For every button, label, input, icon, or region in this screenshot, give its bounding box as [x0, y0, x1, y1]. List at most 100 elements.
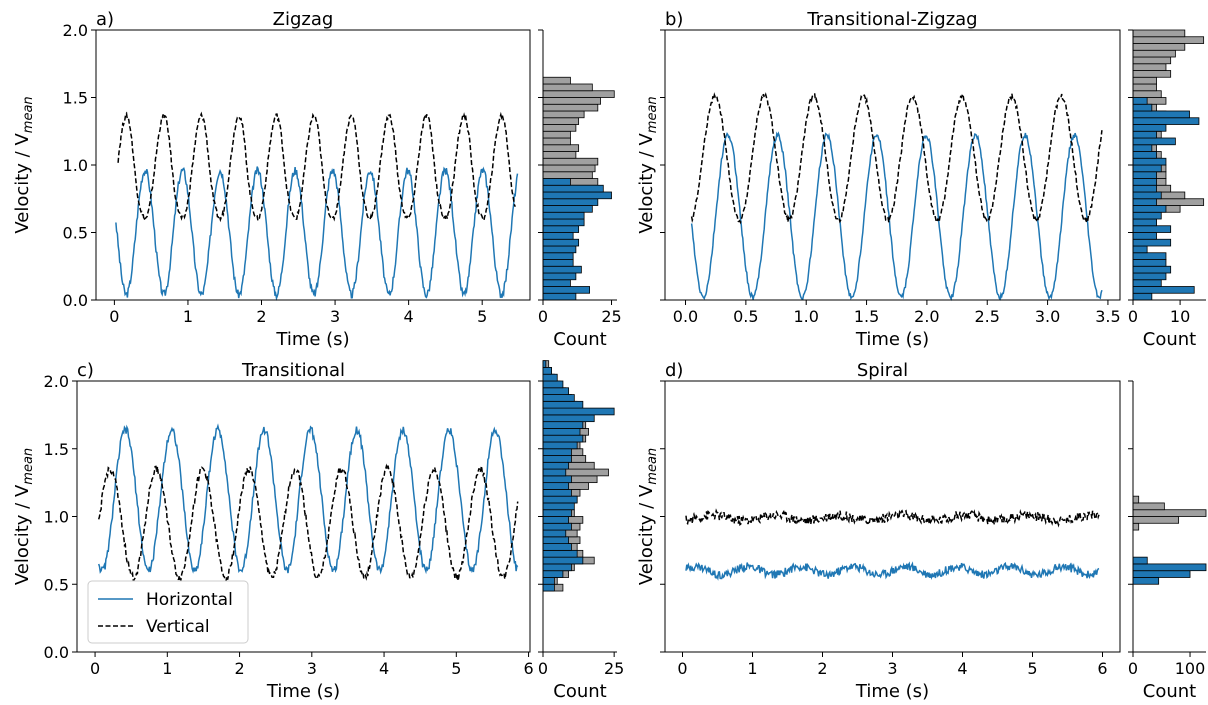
hist-bar-vertical — [1132, 36, 1205, 44]
hist-bar-horizontal — [1132, 218, 1157, 227]
hist-bar-vertical — [542, 90, 615, 98]
hist-x-axis-label: Count — [553, 329, 606, 350]
x-tick-label: 3.5 — [1095, 307, 1120, 326]
y-axis-label: Velocity / Vmean — [12, 448, 36, 585]
hist-bar-horizontal — [1132, 151, 1157, 159]
hist-bar-vertical — [542, 83, 593, 92]
hist-bar-horizontal — [542, 468, 567, 477]
x-tick-label: 3.0 — [1035, 307, 1060, 326]
y-tick-label: 0.0 — [63, 291, 88, 310]
hist-bar-horizontal — [542, 461, 570, 470]
hist-bar-horizontal — [542, 441, 578, 450]
hist-bar-horizontal — [542, 387, 570, 395]
hist-bar-horizontal — [542, 238, 580, 247]
y-axis-label: Velocity / Vmean — [12, 96, 36, 233]
hist-bar-horizontal — [542, 380, 564, 389]
hist-bar-horizontal — [542, 360, 547, 368]
x-tick-label: 4 — [957, 659, 967, 678]
series-line-vertical — [97, 463, 519, 583]
series-line-vertical — [690, 92, 1103, 225]
hist-bar-horizontal — [542, 198, 599, 206]
histogram: 0 100 Count — [1128, 380, 1207, 702]
x-axis-label: Time (s) — [855, 329, 929, 350]
hist-bar-horizontal — [1132, 570, 1191, 578]
hist-bar-horizontal — [1132, 97, 1148, 105]
hist-bar-vertical — [542, 164, 596, 173]
hist-bar-horizontal — [1132, 110, 1190, 119]
hist-bar-horizontal — [542, 495, 578, 504]
hist-bar-vertical — [1132, 76, 1157, 85]
hist-bar-horizontal — [542, 218, 585, 227]
hist-bar-vertical — [1132, 70, 1172, 78]
hist-bar-horizontal — [542, 191, 612, 200]
hist-bar-horizontal — [1132, 272, 1167, 281]
hist-bar-vertical — [1132, 49, 1176, 58]
histogram: 0 25 Count — [538, 29, 622, 350]
hist-bar-horizontal — [542, 448, 572, 456]
hist-bar-horizontal — [1132, 137, 1176, 146]
hist-bar-horizontal — [542, 367, 552, 375]
legend-label-vertical: Vertical — [146, 617, 210, 637]
x-tick-label: 0 — [90, 659, 100, 678]
x-tick-label: 5 — [451, 659, 461, 678]
x-axis-label: Time (s) — [855, 681, 929, 702]
series-line-horizontal — [690, 131, 1103, 302]
histogram: 0 25 Count — [538, 360, 624, 702]
hist-bar-horizontal — [542, 529, 567, 538]
x-tick-label: 1 — [183, 307, 193, 326]
x-tick-label: 2.0 — [914, 307, 939, 326]
panel-d: 0 1 2 3 4 5 6 Time (s) Velocity / Vmean d) Spiral 0… — [636, 360, 1207, 702]
x-tick-label: 1.0 — [793, 307, 818, 326]
plot-frame — [95, 29, 531, 301]
hist-bar-horizontal — [542, 563, 572, 572]
x-tick-label: 1.5 — [854, 307, 879, 326]
panel-a: 0 1 2 3 4 5 0.0 0.5 1.0 1.5 2.0 Time (s) Velocity / … — [12, 9, 622, 350]
y-tick-label: 0.0 — [44, 643, 69, 662]
hist-bar-horizontal — [542, 373, 558, 382]
hist-bar-horizontal — [1132, 577, 1160, 585]
hist-bar-horizontal — [542, 428, 581, 436]
hist-bar-horizontal — [1132, 130, 1157, 139]
hist-bar-horizontal — [542, 178, 571, 186]
hist-x-tick-label: 25 — [604, 659, 624, 678]
hist-bar-horizontal — [542, 488, 572, 497]
panel-letter: b) — [665, 9, 683, 30]
hist-bar-horizontal — [542, 482, 570, 490]
hist-bar-horizontal — [542, 211, 585, 220]
panel-title: Zigzag — [273, 9, 334, 30]
hist-bar-vertical — [542, 151, 577, 159]
x-tick-label: 3 — [887, 659, 897, 678]
hist-bar-horizontal — [542, 577, 555, 585]
y-tick-label: 0.5 — [44, 575, 69, 594]
hist-bar-vertical — [1132, 29, 1186, 38]
hist-bar-horizontal — [1132, 232, 1157, 240]
hist-bar-horizontal — [542, 509, 572, 517]
histogram: 0 10 Count — [1128, 29, 1206, 350]
hist-bar-vertical — [1132, 495, 1140, 504]
hist-x-axis-label: Count — [553, 681, 606, 702]
y-tick-label: 1.0 — [44, 508, 69, 527]
hist-bar-horizontal — [542, 475, 572, 484]
hist-bar-vertical — [542, 157, 599, 166]
hist-bar-vertical — [1132, 83, 1157, 92]
x-tick-label: 6 — [523, 659, 533, 678]
x-tick-label: 4 — [404, 307, 414, 326]
x-tick-label: 3 — [330, 307, 340, 326]
hist-bar-horizontal — [542, 279, 571, 287]
y-axis-label-subscript: mean — [645, 96, 660, 133]
hist-x-tick-label: 10 — [1170, 307, 1190, 326]
hist-bar-horizontal — [1132, 556, 1148, 565]
hist-bar-horizontal — [542, 536, 570, 545]
hist-bar-horizontal — [1132, 124, 1167, 132]
series-line-horizontal — [97, 423, 519, 575]
hist-bar-horizontal — [1132, 178, 1157, 186]
hist-bar-horizontal — [542, 543, 572, 551]
hist-x-tick-label: 0 — [538, 307, 548, 326]
hist-bar-horizontal — [542, 232, 574, 240]
y-axis-label: Velocity / Vmean — [636, 96, 660, 233]
hist-bar-horizontal — [542, 522, 572, 531]
hist-bar-horizontal — [1132, 144, 1153, 152]
x-tick-label: 0 — [677, 659, 687, 678]
hist-bar-horizontal — [542, 394, 575, 402]
y-tick-label: 2.0 — [44, 372, 69, 391]
